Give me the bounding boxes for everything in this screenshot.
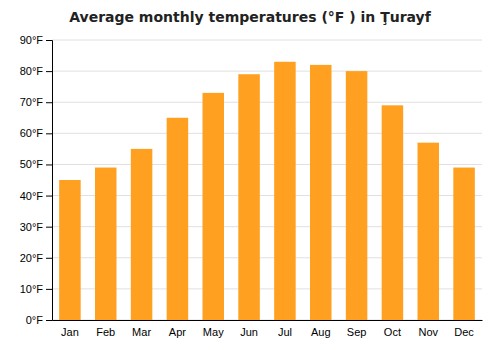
bars xyxy=(59,62,475,320)
plot: Jan Feb Mar Apr May Jun Jul Aug Sep Oct Nov Dec 0°F 1… xyxy=(20,34,483,338)
tick-label: 0°F xyxy=(26,314,44,326)
title: Average monthly temperatures (°F ) in Ţu… xyxy=(69,9,432,25)
tick-mark xyxy=(46,102,52,103)
tick: 30°F xyxy=(20,221,52,233)
tick-label: 10°F xyxy=(20,283,44,295)
tick-mark xyxy=(46,40,52,41)
bar xyxy=(274,62,296,320)
tick-label: Dec xyxy=(454,326,474,338)
tick-label: 40°F xyxy=(20,190,44,202)
tick-label: Jan xyxy=(61,326,79,338)
tick-label: Apr xyxy=(169,326,186,338)
bar xyxy=(418,143,440,320)
chart: Average monthly temperatures (°F ) in Ţu… xyxy=(0,0,500,350)
tick: Jun xyxy=(240,326,258,338)
tick: 20°F xyxy=(20,252,52,264)
grid-line xyxy=(52,102,482,103)
bar xyxy=(346,71,368,320)
tick-label: 60°F xyxy=(20,127,44,139)
tick-mark xyxy=(46,227,52,228)
tick: 40°F xyxy=(20,190,52,202)
tick: Sep xyxy=(347,326,367,338)
tick-label: 70°F xyxy=(20,96,44,108)
grid-line xyxy=(52,133,482,134)
tick-mark xyxy=(46,320,52,321)
tick-mark xyxy=(46,258,52,259)
tick: Jan xyxy=(61,326,79,338)
tick-mark xyxy=(46,164,52,165)
tick-mark xyxy=(46,196,52,197)
tick-label: 50°F xyxy=(20,158,44,170)
tick: Jul xyxy=(278,326,292,338)
tick-label: Feb xyxy=(96,326,115,338)
tick: Dec xyxy=(454,326,474,338)
tick: Feb xyxy=(96,326,115,338)
bar xyxy=(310,65,332,320)
tick: 10°F xyxy=(20,283,52,295)
tick-label: Oct xyxy=(384,326,401,338)
grid xyxy=(52,40,482,320)
tick: May xyxy=(203,326,224,338)
bar xyxy=(167,118,189,320)
tick-label: May xyxy=(203,326,224,338)
grid-line xyxy=(52,40,482,41)
bar xyxy=(95,168,117,320)
tick: 80°F xyxy=(20,65,52,77)
grid-line xyxy=(52,71,482,72)
tick-label: Jul xyxy=(278,326,292,338)
y-axis: 0°F 10°F 20°F 30°F 40°F 50°F 60°F 70°F 80°F 90°F xyxy=(20,34,53,326)
tick-label: 20°F xyxy=(20,252,44,264)
tick-label: Mar xyxy=(132,326,151,338)
tick: 50°F xyxy=(20,158,52,170)
tick-mark xyxy=(46,133,52,134)
tick-mark xyxy=(46,289,52,290)
bar xyxy=(238,74,259,320)
tick: 60°F xyxy=(20,127,52,139)
bar xyxy=(131,149,153,320)
x-axis: Jan Feb Mar Apr May Jun Jul Aug Sep Oct Nov Dec xyxy=(53,321,483,338)
bar xyxy=(203,93,225,320)
bar xyxy=(59,180,80,320)
tick: 0°F xyxy=(26,314,52,326)
bar xyxy=(453,168,475,320)
axis-line xyxy=(46,41,53,321)
tick: Apr xyxy=(169,326,186,338)
tick-label: 80°F xyxy=(20,65,44,77)
tick: Aug xyxy=(311,326,331,338)
axis-line xyxy=(53,320,483,321)
tick: Oct xyxy=(384,326,401,338)
tick-label: Aug xyxy=(311,326,331,338)
tick: Nov xyxy=(418,326,438,338)
tick: 90°F xyxy=(20,34,52,46)
bar xyxy=(382,105,404,320)
tick: Mar xyxy=(132,326,151,338)
tick-label: Jun xyxy=(240,326,258,338)
tick-label: 30°F xyxy=(20,221,44,233)
tick-label: Sep xyxy=(347,326,367,338)
tick-label: 90°F xyxy=(20,34,44,46)
tick: 70°F xyxy=(20,96,52,108)
tick-mark xyxy=(46,71,52,72)
tick-label: Nov xyxy=(418,326,438,338)
